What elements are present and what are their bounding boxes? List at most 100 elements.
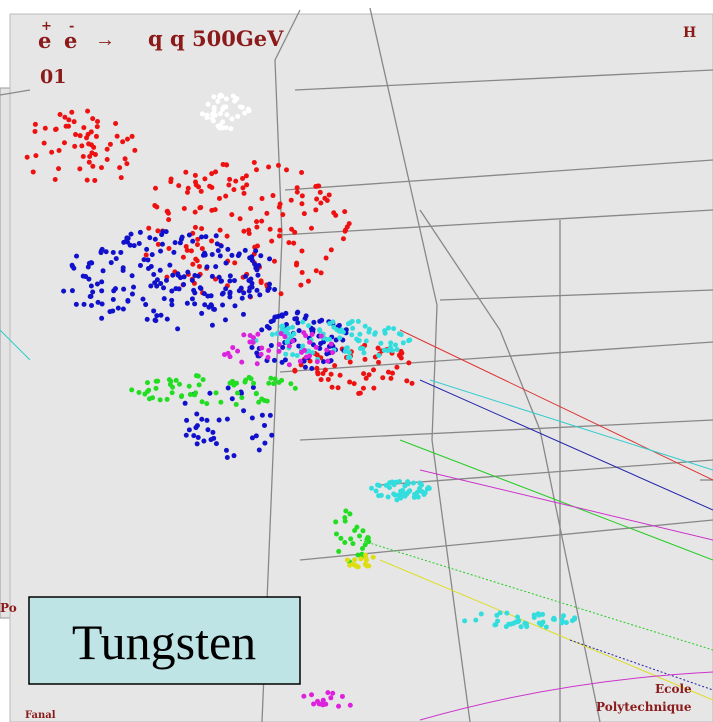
hit (89, 303, 94, 308)
hit (331, 210, 336, 215)
hit (83, 274, 88, 279)
hit (268, 413, 273, 418)
hit (390, 348, 395, 353)
event-number: 01 (40, 66, 66, 88)
hit (329, 247, 334, 252)
hit (269, 433, 274, 438)
hit (214, 233, 219, 238)
hit (302, 348, 307, 353)
hit (318, 341, 323, 346)
hit (325, 690, 330, 695)
hit (288, 381, 293, 386)
hit (89, 294, 94, 299)
institution-line: Ecole (655, 682, 692, 696)
hit (268, 376, 273, 381)
hit (279, 324, 284, 329)
hit (241, 408, 246, 413)
hit (195, 423, 200, 428)
hit (259, 345, 264, 350)
institution-line: Polytechnique (596, 700, 692, 714)
hit (462, 618, 467, 623)
hit (94, 134, 99, 139)
hit (309, 226, 314, 231)
hit (99, 165, 104, 170)
hit (231, 383, 236, 388)
hit (233, 179, 238, 184)
hit (361, 350, 366, 355)
hit (203, 234, 208, 239)
hit (92, 178, 97, 183)
hit (415, 490, 420, 495)
hit (137, 390, 142, 395)
hit (254, 167, 259, 172)
hit (121, 307, 126, 312)
hit (292, 369, 297, 374)
hit (147, 235, 152, 240)
hit (124, 161, 129, 166)
hit (306, 279, 311, 284)
hit (125, 137, 130, 142)
hit (153, 186, 158, 191)
hit (394, 365, 399, 370)
hit (294, 316, 299, 321)
hit (198, 285, 203, 290)
hit (540, 612, 545, 617)
hit (199, 417, 204, 422)
hit (228, 126, 233, 131)
hit (201, 377, 206, 382)
hit (358, 556, 363, 561)
hit (58, 112, 63, 117)
hit (231, 93, 236, 98)
hit (70, 288, 75, 293)
hit (73, 132, 78, 137)
hit (303, 333, 308, 338)
hit (223, 194, 228, 199)
hit (345, 345, 350, 350)
hit (193, 173, 198, 178)
hit (306, 323, 311, 328)
hit (184, 433, 189, 438)
hit (235, 349, 240, 354)
hit (197, 264, 202, 269)
hit (241, 229, 246, 234)
hit (183, 401, 188, 406)
hit (145, 380, 150, 385)
hit (248, 333, 253, 338)
hit (290, 352, 295, 357)
hit (479, 611, 484, 616)
hit (208, 437, 213, 442)
hit (240, 296, 245, 301)
hit (104, 249, 109, 254)
hit (317, 319, 322, 324)
hit (125, 299, 130, 304)
hit (78, 133, 83, 138)
hit (321, 359, 326, 364)
hit (25, 155, 30, 160)
hit (286, 326, 291, 331)
hit (232, 303, 237, 308)
hit (105, 157, 110, 162)
hit (277, 228, 282, 233)
hit (249, 376, 254, 381)
hit (101, 268, 106, 273)
hit (146, 226, 151, 231)
hit (259, 327, 264, 332)
hit (291, 241, 296, 246)
hit (259, 396, 264, 401)
hit (260, 413, 265, 418)
hit (111, 250, 116, 255)
hit (241, 312, 246, 317)
hit (193, 210, 198, 215)
hit (121, 265, 126, 270)
hit (189, 248, 194, 253)
hit (376, 353, 381, 358)
hit (416, 495, 421, 500)
hit (349, 332, 354, 337)
hit (99, 316, 104, 321)
hit (131, 285, 136, 290)
hit (199, 189, 204, 194)
hit (238, 216, 243, 221)
hit (130, 273, 135, 278)
hit (224, 162, 229, 167)
hit (185, 301, 190, 306)
